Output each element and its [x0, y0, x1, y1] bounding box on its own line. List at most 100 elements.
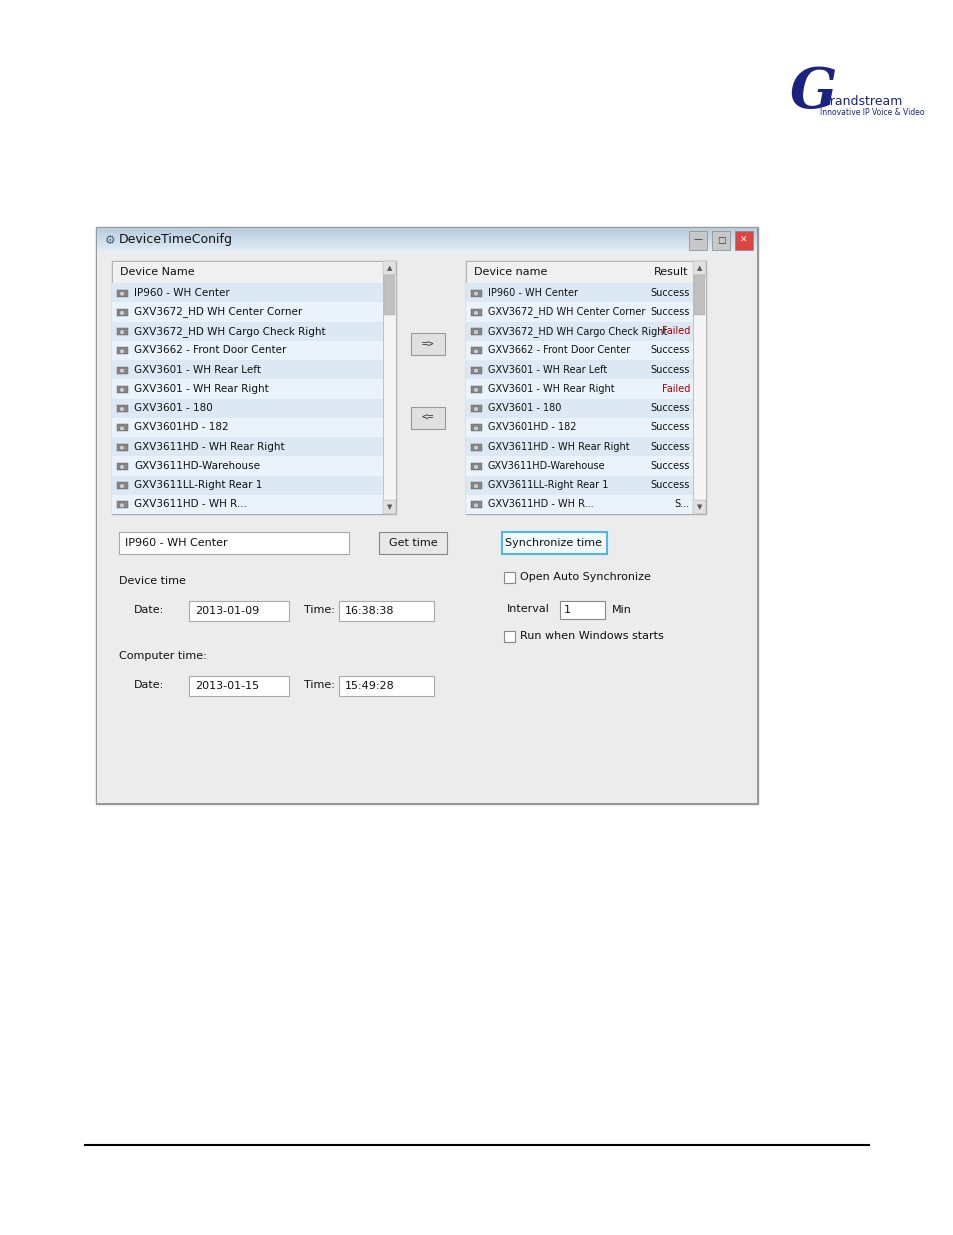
- Bar: [465, 456, 692, 475]
- Bar: [692, 500, 705, 514]
- Circle shape: [119, 503, 125, 508]
- Text: GXV3601 - WH Rear Right: GXV3601 - WH Rear Right: [488, 384, 614, 394]
- Bar: [112, 359, 382, 379]
- Bar: [117, 425, 128, 431]
- Bar: [378, 532, 447, 555]
- Text: Synchronize time: Synchronize time: [505, 538, 602, 548]
- Bar: [471, 425, 481, 431]
- Bar: [119, 532, 349, 555]
- Text: GXV3601 - 180: GXV3601 - 180: [488, 403, 560, 414]
- Text: □: □: [716, 236, 724, 245]
- Bar: [117, 385, 128, 393]
- Bar: [692, 261, 705, 514]
- Text: Success: Success: [650, 442, 689, 452]
- Bar: [503, 572, 515, 583]
- Bar: [112, 283, 382, 303]
- Bar: [117, 443, 128, 451]
- Text: GXV3611HD-Warehouse: GXV3611HD-Warehouse: [488, 461, 605, 471]
- Bar: [117, 329, 128, 335]
- Text: 16:38:38: 16:38:38: [345, 606, 395, 616]
- Text: GXV3611LL-Right Rear 1: GXV3611LL-Right Rear 1: [488, 480, 608, 490]
- Bar: [112, 456, 382, 475]
- Text: Failed: Failed: [661, 384, 689, 394]
- Text: Run when Windows starts: Run when Windows starts: [519, 631, 663, 641]
- Text: IP960 - WH Center: IP960 - WH Center: [133, 288, 230, 298]
- Bar: [465, 475, 692, 495]
- Text: GXV3672_HD WH Cargo Check Right: GXV3672_HD WH Cargo Check Right: [488, 326, 667, 337]
- Circle shape: [473, 310, 478, 315]
- Bar: [112, 417, 382, 437]
- Circle shape: [119, 310, 125, 315]
- Text: GXV3672_HD WH Cargo Check Right: GXV3672_HD WH Cargo Check Right: [133, 326, 325, 337]
- Circle shape: [473, 291, 478, 296]
- Bar: [96, 227, 758, 804]
- Bar: [382, 500, 395, 514]
- Bar: [471, 405, 481, 412]
- Text: GXV3611HD - WH R...: GXV3611HD - WH R...: [488, 499, 593, 509]
- Circle shape: [473, 426, 478, 431]
- Bar: [112, 261, 395, 283]
- Text: Device time: Device time: [119, 576, 186, 585]
- Circle shape: [473, 445, 478, 450]
- Circle shape: [119, 426, 125, 431]
- Bar: [112, 495, 382, 514]
- Text: G: G: [789, 65, 837, 120]
- Text: IP960 - WH Center: IP960 - WH Center: [488, 288, 578, 298]
- Text: 2013-01-09: 2013-01-09: [194, 606, 259, 616]
- Bar: [117, 347, 128, 354]
- Text: Device name: Device name: [474, 267, 547, 277]
- Text: <=: <=: [421, 412, 434, 422]
- Bar: [471, 347, 481, 354]
- Circle shape: [473, 503, 478, 508]
- Circle shape: [473, 464, 478, 469]
- Bar: [112, 321, 382, 341]
- Bar: [189, 676, 289, 697]
- Circle shape: [119, 406, 125, 411]
- Bar: [465, 379, 692, 399]
- Bar: [559, 601, 604, 619]
- Text: ▲: ▲: [386, 266, 392, 270]
- Text: Device Name: Device Name: [120, 267, 194, 277]
- Bar: [471, 385, 481, 393]
- Bar: [117, 405, 128, 412]
- Text: Success: Success: [650, 306, 689, 317]
- Bar: [465, 359, 692, 379]
- Text: Grandstream: Grandstream: [820, 95, 902, 107]
- Text: Failed: Failed: [661, 326, 689, 336]
- Text: 15:49:28: 15:49:28: [345, 680, 395, 692]
- Bar: [382, 261, 395, 514]
- Text: GXV3672_HD WH Center Corner: GXV3672_HD WH Center Corner: [488, 306, 644, 317]
- Text: ▼: ▼: [696, 504, 701, 510]
- Bar: [692, 261, 705, 275]
- Text: Success: Success: [650, 461, 689, 471]
- Bar: [338, 601, 434, 621]
- Text: Success: Success: [650, 288, 689, 298]
- Bar: [503, 631, 515, 642]
- Text: GXV3611HD - WH R...: GXV3611HD - WH R...: [133, 499, 247, 509]
- Text: GXV3662 - Front Door Center: GXV3662 - Front Door Center: [488, 346, 630, 356]
- Bar: [382, 261, 395, 275]
- Bar: [112, 437, 382, 456]
- Text: DeviceTimeConifg: DeviceTimeConifg: [119, 233, 233, 247]
- Bar: [117, 367, 128, 374]
- Text: GXV3601 - WH Rear Right: GXV3601 - WH Rear Right: [133, 384, 269, 394]
- Text: —: —: [693, 236, 701, 245]
- Bar: [97, 228, 757, 803]
- Bar: [471, 309, 481, 316]
- Circle shape: [473, 330, 478, 335]
- Text: Min: Min: [612, 605, 631, 615]
- Text: Innovative IP Voice & Video: Innovative IP Voice & Video: [820, 107, 923, 117]
- Circle shape: [473, 388, 478, 393]
- Bar: [117, 463, 128, 469]
- Bar: [465, 417, 692, 437]
- Text: 1: 1: [563, 605, 571, 615]
- Circle shape: [119, 464, 125, 469]
- Bar: [688, 231, 706, 249]
- Text: Success: Success: [650, 422, 689, 432]
- Bar: [117, 290, 128, 296]
- Circle shape: [473, 406, 478, 411]
- Bar: [465, 261, 705, 283]
- Circle shape: [119, 388, 125, 393]
- Bar: [117, 501, 128, 509]
- Text: S...: S...: [674, 499, 689, 509]
